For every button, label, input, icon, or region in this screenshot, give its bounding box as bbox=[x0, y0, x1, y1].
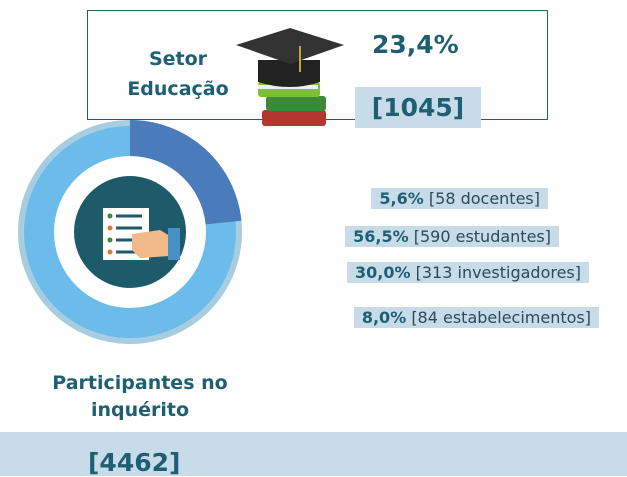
breakdown-row: 5,6% [58 docentes] bbox=[371, 188, 548, 209]
detail: [58 docentes] bbox=[429, 189, 540, 208]
breakdown-row: 56,5% [590 estudantes] bbox=[345, 226, 559, 247]
detail: [590 estudantes] bbox=[414, 227, 551, 246]
breakdown-row: 30,0% [313 investigadores] bbox=[347, 262, 589, 283]
percent: 30,0% bbox=[355, 263, 411, 282]
education-icon bbox=[236, 28, 344, 126]
percent: 8,0% bbox=[362, 308, 406, 327]
breakdown-row: 8,0% [84 estabelecimentos] bbox=[354, 307, 599, 328]
label-line: Participantes no bbox=[30, 370, 250, 397]
page: Setor Educação 23,4% [1045] 5,6% [58 doc… bbox=[0, 0, 627, 476]
participants-count: [4462] bbox=[88, 448, 180, 477]
participants-label: Participantes no inquérito bbox=[30, 370, 250, 424]
percent: 56,5% bbox=[353, 227, 409, 246]
label-line: inquérito bbox=[30, 397, 250, 424]
detail: [84 estabelecimentos] bbox=[411, 308, 591, 327]
detail: [313 investigadores] bbox=[416, 263, 581, 282]
percent: 5,6% bbox=[379, 189, 423, 208]
